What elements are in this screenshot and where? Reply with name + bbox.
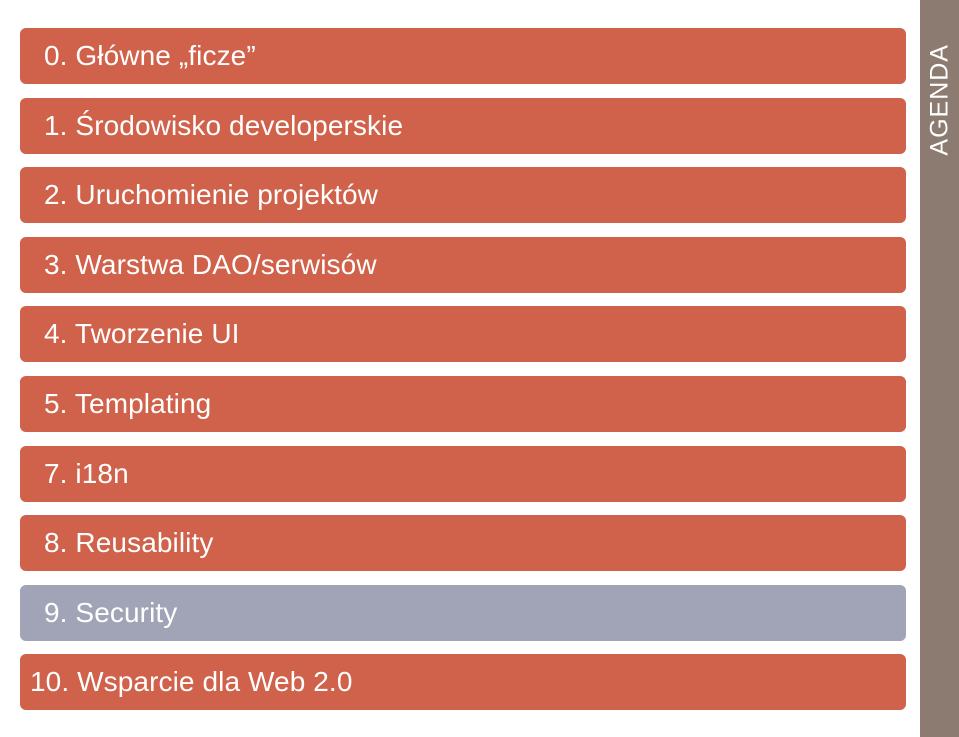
agenda-item-dev-environment[interactable]: 1. Środowisko developerskie	[20, 97, 906, 154]
agenda-item-dao-services[interactable]: 3. Warstwa DAO/serwisów	[20, 236, 906, 293]
agenda-title: AGENDA	[925, 44, 953, 156]
agenda-item-i18n[interactable]: 7. i18n	[20, 445, 906, 502]
agenda-item-reusability[interactable]: 8. Reusability	[20, 515, 906, 572]
agenda-item-templating[interactable]: 5. Templating	[20, 375, 906, 432]
agenda-list: 0. Główne „ficze” 1. Środowisko develope…	[20, 28, 906, 724]
agenda-item-web20-support[interactable]: 10. Wsparcie dla Web 2.0	[20, 654, 906, 711]
agenda-item-security[interactable]: 9. Security	[20, 584, 906, 641]
agenda-item-creating-ui[interactable]: 4. Tworzenie UI	[20, 306, 906, 363]
agenda-item-running-projects[interactable]: 2. Uruchomienie projektów	[20, 167, 906, 224]
agenda-sidebar: AGENDA	[920, 0, 959, 737]
agenda-item-main-features[interactable]: 0. Główne „ficze”	[20, 28, 906, 84]
